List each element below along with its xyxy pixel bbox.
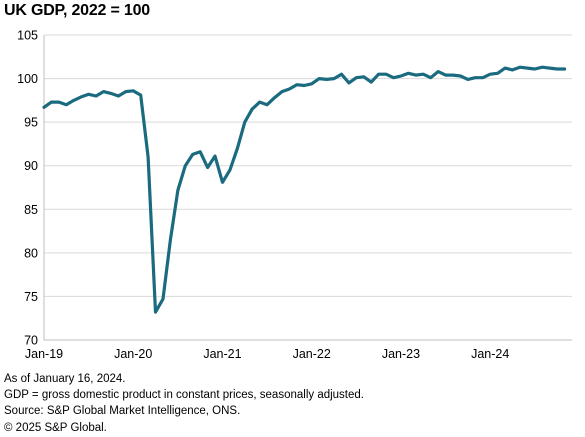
- y-tick-label: 70: [24, 334, 38, 348]
- y-tick-label: 75: [24, 290, 38, 304]
- copyright-note: © 2025 S&P Global.: [4, 421, 107, 434]
- x-tick-label: Jan-24: [471, 347, 509, 361]
- gridlines: [44, 34, 572, 297]
- series-lines: [42, 65, 567, 314]
- y-tick-label: 85: [24, 203, 38, 217]
- x-tick-label: Jan-21: [203, 347, 241, 361]
- y-tick-labels: 70 75 80 85 90 95 100 105: [17, 29, 38, 348]
- y-tick-label: 95: [24, 116, 38, 130]
- x-tick-labels: Jan-19 Jan-20 Jan-21 Jan-22 Jan-23 Jan-24: [25, 347, 509, 361]
- as-of-note: As of January 16, 2024.: [4, 373, 126, 385]
- y-tick-label: 100: [17, 72, 38, 86]
- x-tick-label: Jan-19: [25, 347, 63, 361]
- source-note: Source: S&P Global Market Intelligence, …: [4, 405, 241, 418]
- chart-title: UK GDP, 2022 = 100: [4, 2, 150, 19]
- y-tick-label: 105: [17, 29, 38, 43]
- series-line: [42, 65, 567, 314]
- x-tick-label: Jan-20: [114, 347, 152, 361]
- axes: [43, 35, 572, 341]
- definition-note: GDP = gross domestic product in constant…: [4, 389, 364, 402]
- x-tick-label: Jan-22: [293, 347, 331, 361]
- chart-footnotes: As of January 16, 2024. GDP = gross dome…: [4, 371, 364, 436]
- y-tick-label: 90: [24, 159, 38, 173]
- y-tick-label: 80: [24, 246, 38, 260]
- x-tick-label: Jan-23: [382, 347, 420, 361]
